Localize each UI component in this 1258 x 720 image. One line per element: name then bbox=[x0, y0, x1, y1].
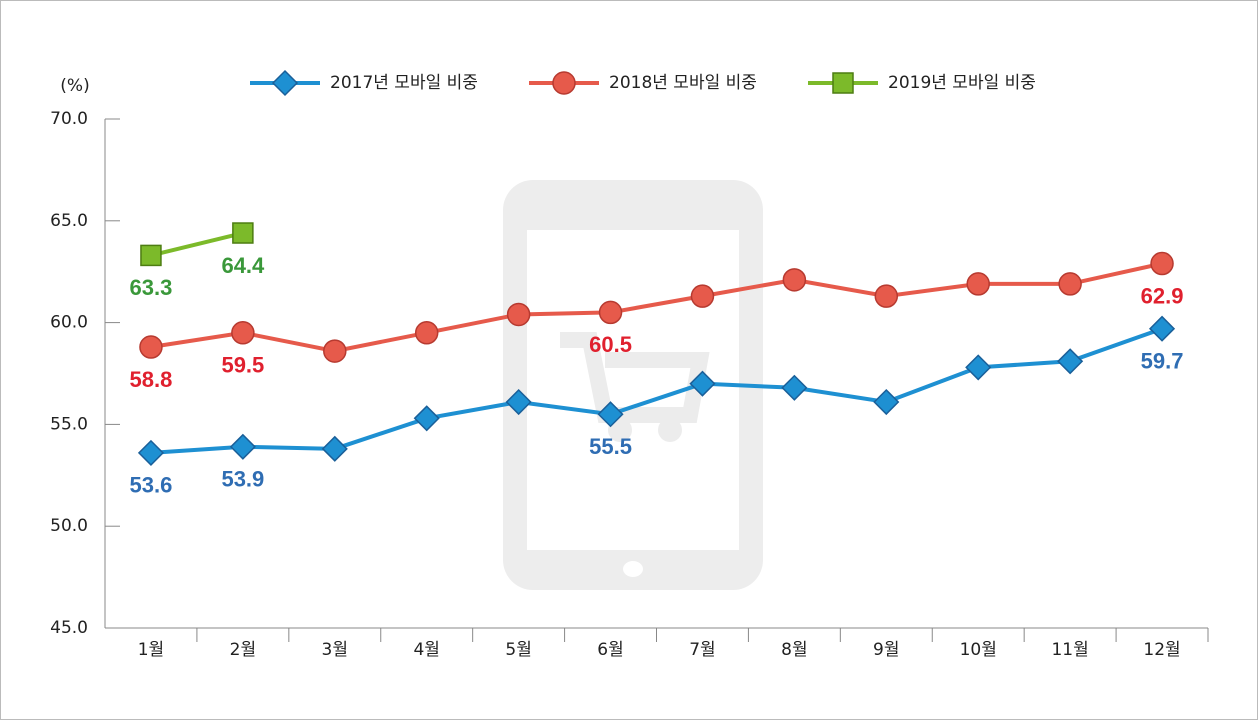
y-axis-label: (%) bbox=[60, 76, 89, 96]
y-tick-label: 60.0 bbox=[50, 313, 88, 333]
value-label: 59.5 bbox=[221, 353, 264, 378]
point bbox=[967, 273, 989, 295]
x-tick-label: 7월 bbox=[689, 640, 715, 660]
value-label: 64.4 bbox=[221, 253, 265, 278]
x-tick-label: 3월 bbox=[322, 640, 348, 660]
x-tick-label: 1월 bbox=[138, 640, 164, 660]
y-tick-label: 55.0 bbox=[50, 414, 88, 434]
x-tick-label: 12월 bbox=[1143, 640, 1180, 660]
x-tick-label: 11월 bbox=[1051, 640, 1088, 660]
value-label: 59.7 bbox=[1141, 349, 1184, 374]
y-tick-label: 45.0 bbox=[50, 618, 88, 638]
x-tick-label: 8월 bbox=[781, 640, 807, 660]
value-label: 63.3 bbox=[130, 275, 173, 300]
x-tick-label: 2월 bbox=[230, 640, 256, 660]
value-label: 62.9 bbox=[1141, 283, 1184, 308]
point bbox=[508, 303, 530, 325]
legend-label: 2018년 모바일 비중 bbox=[609, 73, 757, 93]
value-label: 55.5 bbox=[589, 434, 632, 459]
y-tick-label: 70.0 bbox=[50, 109, 88, 129]
value-label: 53.6 bbox=[130, 473, 173, 498]
legend-marker bbox=[833, 73, 853, 93]
point bbox=[233, 223, 253, 243]
point bbox=[600, 301, 622, 323]
point bbox=[875, 285, 897, 307]
point bbox=[141, 245, 161, 265]
chart: (%) 45.0 50.0 55.0 60.0 65.0 70.0 1월 2월 3월 4월 5월 6월… bbox=[0, 0, 1258, 720]
legend-label: 2017년 모바일 비중 bbox=[330, 73, 478, 93]
value-label: 58.8 bbox=[130, 367, 173, 392]
point bbox=[140, 336, 162, 358]
point bbox=[691, 285, 713, 307]
page: (%) 45.0 50.0 55.0 60.0 65.0 70.0 1월 2월 3월 4월 5월 6월… bbox=[0, 0, 1258, 720]
y-tick-label: 50.0 bbox=[50, 516, 88, 536]
value-label: 60.5 bbox=[589, 332, 632, 357]
point bbox=[324, 340, 346, 362]
point bbox=[416, 322, 438, 344]
point bbox=[1151, 253, 1173, 275]
legend-marker bbox=[553, 72, 575, 94]
x-tick-label: 6월 bbox=[597, 640, 623, 660]
point bbox=[232, 322, 254, 344]
x-tick-label: 5월 bbox=[505, 640, 531, 660]
x-tick-label: 10월 bbox=[960, 640, 997, 660]
x-tick-label: 9월 bbox=[873, 640, 899, 660]
x-tick-label: 4월 bbox=[413, 640, 439, 660]
y-tick-label: 65.0 bbox=[50, 211, 88, 231]
legend-label: 2019년 모바일 비중 bbox=[888, 73, 1036, 93]
point bbox=[1059, 273, 1081, 295]
point bbox=[783, 269, 805, 291]
value-label: 53.9 bbox=[221, 467, 264, 492]
